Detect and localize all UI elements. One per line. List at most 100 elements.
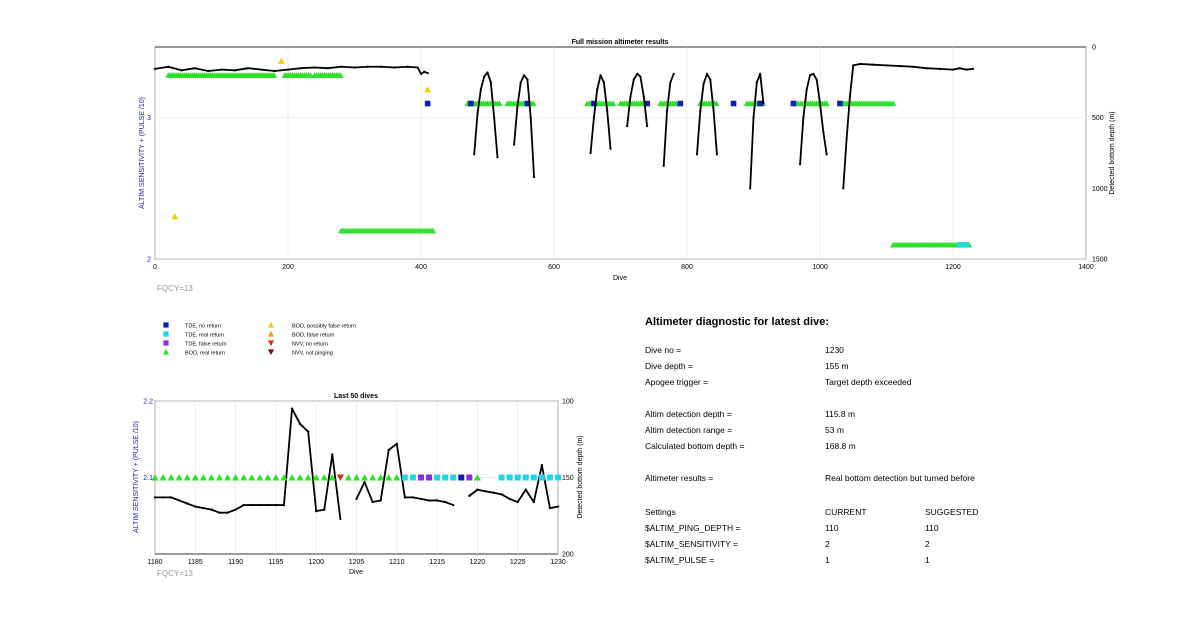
main-depth-point: [529, 116, 532, 119]
last50-depth-point: [476, 488, 479, 491]
main-depth-point: [626, 125, 629, 128]
last50-marker-bod_real_return: [199, 474, 207, 481]
main-marker-bod_real_return: [530, 100, 537, 107]
last50-marker-bod_real_return: [264, 474, 272, 481]
last50-x-tick-label: 1190: [228, 559, 243, 566]
main-ticks: 0 200 400 600 800 1000 1200 1400 2 3 0 500 1000 1500: [147, 45, 1108, 272]
main-marker-bod_possibly_false: [171, 213, 179, 220]
main-depth-point: [260, 68, 263, 71]
main-marker-tde_no_return: [837, 100, 843, 107]
last50-depth-point: [363, 480, 366, 484]
last50-marker-tde_real_return: [538, 474, 545, 481]
main-depth-point: [925, 67, 928, 70]
last50-marker-tde_false_return: [417, 474, 424, 481]
main-depth-point: [752, 116, 755, 119]
main-depth-point: [207, 69, 210, 73]
main-x-tick-label: 600: [548, 264, 560, 271]
main-right-tick-label: 1000: [1092, 186, 1108, 193]
last50-depth-point: [290, 407, 294, 410]
last50-depth-point: [556, 505, 560, 508]
legend-label: BOD, false return: [292, 333, 335, 339]
main-depth-point: [300, 67, 303, 70]
last50-marker-tde_real_return: [409, 474, 416, 481]
last50-depth-point: [169, 496, 173, 499]
legend-marker-tde_no_return: [163, 322, 169, 328]
main-right-axis-label: Detected bottom depth (m): [1109, 111, 1116, 194]
main-depth-point: [522, 74, 526, 77]
last50-marker-bod_real_return: [240, 474, 248, 481]
main-depth-line: [662, 73, 675, 166]
main-depth-point: [416, 66, 419, 69]
main-depth-point: [526, 78, 529, 81]
last50-title: Last 50 dives: [334, 393, 378, 400]
main-depth-point: [247, 67, 250, 70]
last50-depth-point: [411, 496, 415, 499]
last50-marker-bod_real_return: [272, 474, 280, 481]
last50-depth-line: [468, 464, 559, 510]
last50-depth-point: [492, 491, 495, 494]
last50-fqcy-note: FQCY=13: [157, 569, 193, 578]
setting-label: $ALTIM_PING_DEPTH =: [645, 523, 741, 533]
diagnostic-label: Apogee trigger =: [645, 377, 708, 387]
last50-depth-point: [548, 506, 552, 510]
last50-marker-bod_real_return: [224, 474, 232, 481]
legend-marker-nvv_not_pinging: [267, 349, 275, 356]
settings-rows: $ALTIM_PING_DEPTH = 110 110 $ALTIM_SENSITIV…: [645, 523, 939, 565]
main-marker-bod_possibly_false: [424, 86, 431, 93]
last50-x-tick-label: 1210: [389, 559, 405, 566]
main-fqcy-note: FQCY=13: [157, 284, 193, 293]
main-depth-point: [153, 67, 157, 71]
last50-depth-point: [516, 500, 519, 504]
legend-label: TDE, real return: [185, 333, 224, 339]
legend-label: NVV, not pinging: [292, 351, 333, 357]
main-depth-point: [419, 72, 423, 75]
last50-markers: [151, 474, 561, 481]
last50-depth-point: [435, 499, 439, 502]
main-depth-point: [486, 71, 489, 74]
setting-suggested-value: 1: [925, 555, 930, 565]
main-depth-point: [589, 151, 592, 155]
last50-x-tick-label: 1230: [550, 559, 566, 566]
main-depth-point: [496, 156, 499, 159]
last50-ticks: 1180 1185 1190 1195 1200 1205 1210 1215 1220 1225…: [143, 399, 574, 567]
last50-left-tick-label: 2.2: [143, 399, 153, 406]
main-marker-bod_real_return: [713, 100, 720, 107]
last50-marker-tde_real_return: [555, 474, 561, 481]
main-depth-line: [473, 71, 499, 158]
last50-depth-point: [500, 493, 503, 496]
setting-suggested-value: 2: [925, 539, 930, 549]
main-depth-point: [912, 65, 915, 68]
main-x-tick-label: 1000: [812, 264, 828, 271]
last50-depth-point: [298, 422, 302, 426]
main-depth-point: [971, 67, 975, 71]
main-depth-point: [393, 66, 396, 69]
last50-depth-point: [153, 496, 157, 499]
last50-right-tick-label: 200: [562, 552, 574, 559]
main-depth-point: [755, 81, 758, 84]
last50-depth-point: [540, 464, 544, 467]
main-depth-point: [636, 72, 639, 75]
last50-marker-bod_real_return: [167, 474, 175, 481]
last50-marker-tde_real_return: [450, 474, 457, 481]
diagnostic-label: Altim detection range =: [645, 425, 732, 435]
last50-lines: [153, 407, 560, 521]
main-depth-point: [898, 64, 901, 68]
last50-marker-bod_real_return: [304, 474, 312, 481]
setting-label: $ALTIM_SENSITIVITY =: [645, 539, 738, 549]
diagnostic-label: Dive depth =: [645, 361, 693, 371]
main-depth-point: [699, 109, 702, 112]
main-depth-point: [609, 147, 612, 150]
main-depth-point: [632, 78, 635, 81]
last50-marker-bod_real_return: [385, 474, 393, 481]
main-marker-tde_no_return: [730, 100, 737, 107]
main-depth-point: [629, 95, 632, 98]
last50-x-label: Dive: [349, 569, 363, 576]
legend-marker-nvv_no_return: [267, 340, 275, 347]
last50-marker-bod_real_return: [159, 474, 167, 481]
last50-marker-bod_real_return: [256, 474, 264, 481]
main-depth-point: [646, 125, 649, 128]
main-depth-point: [672, 72, 675, 75]
last50-x-tick-label: 1195: [268, 559, 283, 566]
legend-marker-bod_real_return: [162, 348, 170, 355]
main-depth-point: [406, 65, 409, 68]
